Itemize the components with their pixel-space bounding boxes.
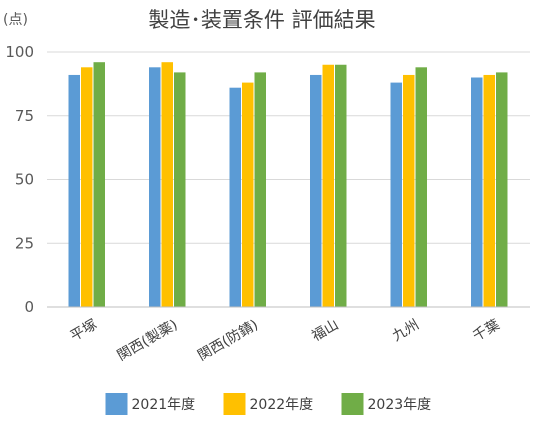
x-category-label: 千葉	[470, 317, 502, 345]
bar	[93, 62, 105, 308]
bar	[496, 72, 508, 308]
bar	[229, 87, 241, 307]
y-tick-label: 50	[15, 171, 34, 189]
bar	[68, 74, 80, 307]
bar	[254, 72, 266, 308]
x-category-label: 福山	[309, 317, 341, 345]
legend: 2021年度 2022年度 2023年度	[105, 393, 432, 415]
y-tick-label: 75	[15, 107, 34, 125]
y-tick-label: 25	[15, 234, 34, 252]
legend-swatch	[105, 393, 128, 415]
bar	[335, 64, 347, 307]
bar	[390, 82, 402, 307]
bar	[81, 67, 93, 307]
x-category-label: 関西(防錆)	[195, 316, 261, 364]
bars	[68, 62, 508, 308]
category-labels: 平塚 関西(製薬) 関西(防錆) 福山 九州 千葉	[68, 316, 503, 364]
bar	[483, 74, 495, 307]
bar	[149, 67, 161, 307]
y-tick-label: 0	[24, 298, 34, 316]
bar	[415, 67, 427, 307]
bar	[322, 64, 334, 307]
bar	[310, 74, 322, 307]
legend-label: 2023年度	[368, 397, 432, 413]
y-tick-label: 100	[5, 43, 34, 61]
x-category-label: 平塚	[68, 317, 100, 345]
x-category-label: 関西(製薬)	[115, 317, 181, 364]
y-unit-label: (点)	[3, 12, 28, 28]
bar	[242, 82, 254, 307]
bar	[161, 62, 173, 308]
x-category-label: 九州	[390, 317, 422, 345]
bar	[471, 77, 483, 307]
gridlines	[47, 51, 530, 244]
legend-label: 2022年度	[250, 397, 314, 413]
chart-title: 製造･装置条件 評価結果	[148, 8, 375, 32]
bar	[174, 72, 186, 308]
legend-label: 2021年度	[132, 397, 196, 413]
bar	[403, 74, 415, 307]
y-axis-ticks: 0 25 50 75 100	[5, 43, 34, 316]
legend-swatch	[223, 393, 246, 415]
legend-swatch	[341, 393, 364, 415]
